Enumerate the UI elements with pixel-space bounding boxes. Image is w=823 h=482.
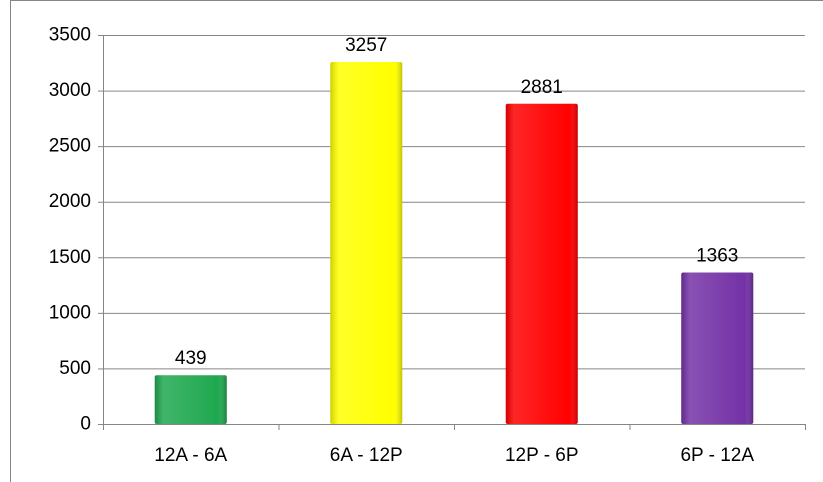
- y-tick-label: 2500: [49, 136, 91, 157]
- x-tick-label: 12P - 6P: [505, 445, 579, 466]
- y-tick-label: 500: [59, 358, 91, 379]
- x-tick-label: 12A - 6A: [154, 445, 227, 466]
- data-label: 2881: [521, 77, 563, 98]
- x-tick-label: 6A - 12P: [330, 445, 403, 466]
- y-tick-label: 3000: [49, 80, 91, 101]
- y-tick-label: 1500: [49, 247, 91, 268]
- bar-shade: [681, 272, 754, 424]
- data-label: 1363: [696, 246, 738, 267]
- y-tick-label: 2000: [49, 191, 91, 212]
- bar-shade: [505, 103, 578, 425]
- chart-frame: [10, 0, 823, 482]
- bar-shade: [154, 375, 227, 424]
- data-label: 439: [175, 348, 207, 369]
- bar-shade: [330, 62, 403, 424]
- y-tick-label: 0: [80, 414, 91, 435]
- data-label: 3257: [345, 35, 387, 56]
- x-tick-label: 6P - 12A: [680, 445, 754, 466]
- y-tick-label: 1000: [49, 302, 91, 323]
- y-tick-label: 3500: [49, 25, 91, 46]
